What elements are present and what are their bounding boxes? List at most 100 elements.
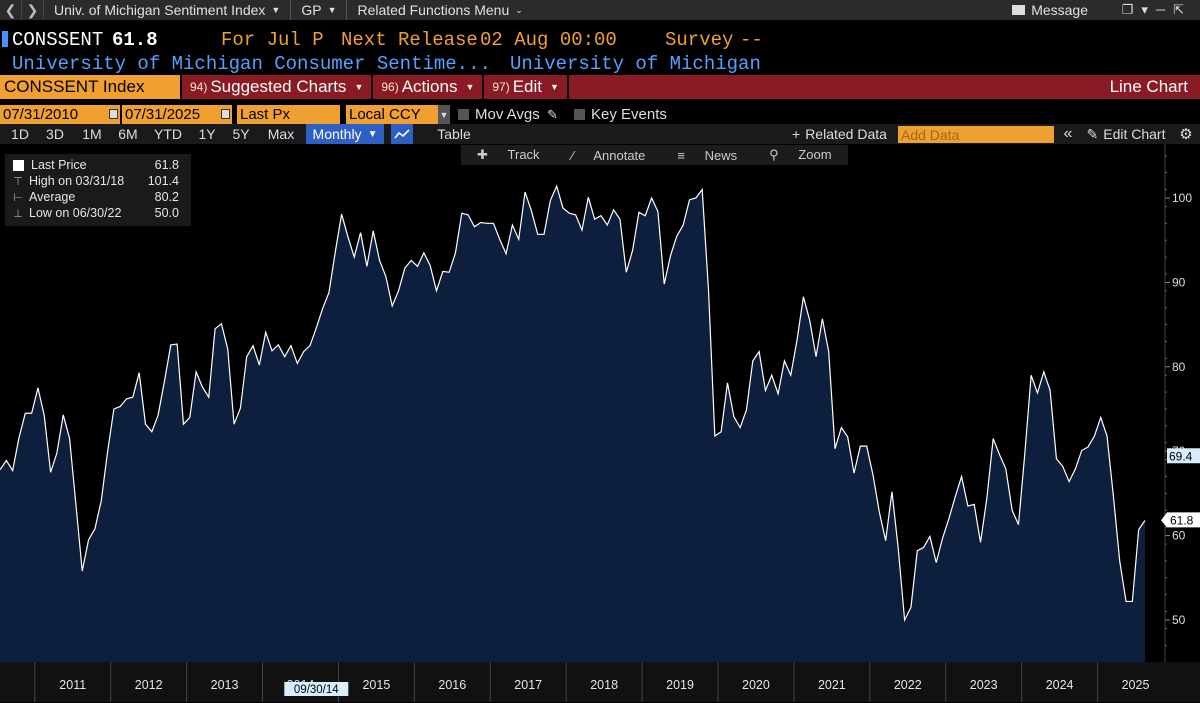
zoom-tool[interactable]: ⚲ Zoom	[753, 147, 847, 163]
legend-low-label: Low on 06/30/22	[29, 206, 122, 220]
end-date-input[interactable]: 07/31/2025	[122, 105, 232, 124]
related-data-button[interactable]: + Related Data	[792, 124, 892, 144]
function-menu[interactable]: GP ▼	[291, 0, 348, 20]
period-3d-button[interactable]: 3D	[46, 126, 64, 142]
actions-menu[interactable]: 96) Actions ▼	[373, 75, 485, 99]
ticker-code: CONSSENT	[12, 29, 104, 51]
security-input[interactable]: CONSSENT Index	[0, 75, 182, 99]
period-max-button[interactable]: Max	[267, 126, 295, 142]
last-value-box	[1161, 512, 1200, 528]
popout-icon[interactable]: ⇱	[1173, 2, 1192, 17]
chevron-down-icon: ⌄	[515, 4, 523, 15]
key-events-checkbox[interactable]	[574, 109, 585, 120]
period-6m-button[interactable]: 6M	[118, 126, 138, 142]
zoom-tool-label: Zoom	[798, 147, 832, 162]
track-tool-label: Track	[507, 147, 540, 162]
calendar-icon[interactable]	[109, 109, 118, 119]
chart-tools-bar: ✚ Track ∕ Annotate ≡ News ⚲ Zoom	[461, 145, 848, 165]
currency-select[interactable]: Local CCY	[346, 105, 438, 124]
x-tick-label: 2011	[59, 678, 86, 692]
series-area	[0, 186, 1145, 662]
ticker-period: For Jul P	[221, 29, 324, 51]
security-input-value: CONSSENT Index	[4, 77, 145, 96]
survey-value: --	[740, 29, 763, 51]
low-marker-icon: ⊥	[13, 207, 23, 220]
y-tick-label: 90	[1172, 275, 1186, 289]
end-date-value: 07/31/2025	[125, 106, 201, 123]
x-tick-label: 2019	[666, 678, 694, 692]
survey-label: Survey	[665, 29, 734, 51]
caret-down-icon: ▼	[327, 5, 337, 15]
frequency-dropdown[interactable]: Monthly ▼	[306, 124, 384, 144]
edit-chart-button[interactable]: ✎ Edit Chart	[1082, 124, 1170, 144]
reference-value-label: 69.4	[1169, 449, 1193, 463]
x-tick-label: 2012	[135, 678, 163, 692]
date-separator: -	[113, 106, 118, 123]
table-button[interactable]: Table	[437, 126, 471, 142]
annotate-tool[interactable]: ∕ Annotate	[556, 148, 662, 163]
function-menu-label: GP	[301, 2, 322, 18]
x-tick-label: 2017	[514, 678, 542, 692]
series-line	[0, 184, 1146, 623]
related-functions-menu[interactable]: Related Functions Menu ⌄	[347, 0, 532, 20]
period-1m-button[interactable]: 1M	[82, 126, 102, 142]
news-tool[interactable]: ≡ News	[661, 148, 753, 163]
period-ytd-button[interactable]: YTD	[154, 126, 182, 142]
edit-chart-label: Edit Chart	[1103, 126, 1166, 142]
message-button[interactable]: Message	[1012, 0, 1088, 20]
news-icon: ≡	[677, 147, 685, 163]
y-axis-background	[1165, 144, 1200, 662]
track-tool[interactable]: ✚ Track	[461, 147, 556, 163]
add-data-input[interactable]: Add Data	[898, 126, 1054, 143]
security-source: University of Michigan	[510, 53, 761, 75]
currency-dropdown-icon[interactable]: ▼	[438, 105, 450, 124]
menu-number: 96)	[381, 80, 399, 94]
mov-avgs-checkbox[interactable]	[458, 109, 469, 120]
chart-legend[interactable]: Last Price 61.8 ⊤ High on 03/31/18 101.4 ⊢ A…	[5, 154, 191, 226]
period-1y-button[interactable]: 1Y	[198, 126, 216, 142]
legend-last-price: Last Price 61.8	[11, 157, 185, 173]
legend-low-value: 50.0	[154, 206, 179, 220]
pencil-icon[interactable]: ✎	[547, 106, 558, 122]
x-tick-label: 2021	[818, 678, 846, 692]
caret-down-icon: ▼	[354, 82, 364, 92]
restore-window-icon[interactable]: ❐	[1121, 2, 1142, 17]
line-chart-icon[interactable]	[391, 124, 413, 144]
forward-arrow-icon[interactable]: ❯	[22, 0, 44, 20]
related-functions-label: Related Functions Menu	[357, 2, 510, 18]
calendar-icon[interactable]	[221, 109, 230, 119]
start-date-input[interactable]: 07/31/2010	[0, 105, 120, 124]
suggested-charts-menu[interactable]: 94) Suggested Charts ▼	[182, 75, 374, 99]
y-tick-label: 50	[1172, 613, 1186, 627]
window-controls[interactable]: ❐▾─⇱	[1122, 2, 1192, 18]
caret-down-icon: ▼	[465, 82, 475, 92]
focus-marker	[2, 31, 8, 47]
back-arrow-icon[interactable]: ❮	[0, 0, 22, 20]
legend-last-value: 61.8	[154, 158, 179, 172]
suggested-charts-label: Suggested Charts	[210, 77, 347, 96]
period-1d-button[interactable]: 1D	[11, 126, 29, 142]
ticker-last-value: 61.8	[112, 29, 158, 51]
x-tick-label: 2020	[742, 678, 770, 692]
caret-down-icon: ▼	[550, 82, 559, 92]
start-date-value: 07/31/2010	[3, 106, 79, 123]
x-axis-background	[0, 662, 1200, 702]
field-select[interactable]: Last Px	[237, 105, 340, 124]
crosshair-icon: ✚	[477, 147, 488, 162]
frequency-label: Monthly	[312, 126, 362, 142]
caret-icon[interactable]: ▾	[1141, 2, 1156, 17]
plus-icon: +	[792, 126, 801, 142]
minimize-icon[interactable]: ─	[1155, 2, 1174, 17]
gear-icon[interactable]: ⚙	[1179, 126, 1193, 143]
currency-select-value: Local CCY	[349, 106, 421, 123]
edit-menu[interactable]: 97) Edit ▼	[484, 75, 569, 99]
caret-down-icon: ▼	[271, 5, 281, 15]
security-description: University of Michigan Consumer Sentime.…	[12, 53, 491, 75]
period-5y-button[interactable]: 5Y	[232, 126, 250, 142]
x-tick-label: 2013	[211, 678, 239, 692]
double-chevron-left-icon[interactable]: «	[1063, 125, 1073, 142]
line-chart-plot[interactable]: 506070809010069.461.82011201220132014201…	[0, 144, 1200, 703]
security-menu[interactable]: Univ. of Michigan Sentiment Index ▼	[44, 0, 292, 20]
mov-avgs-label: Mov Avgs	[475, 106, 540, 123]
legend-low: ⊥ Low on 06/30/22 50.0	[11, 205, 185, 221]
